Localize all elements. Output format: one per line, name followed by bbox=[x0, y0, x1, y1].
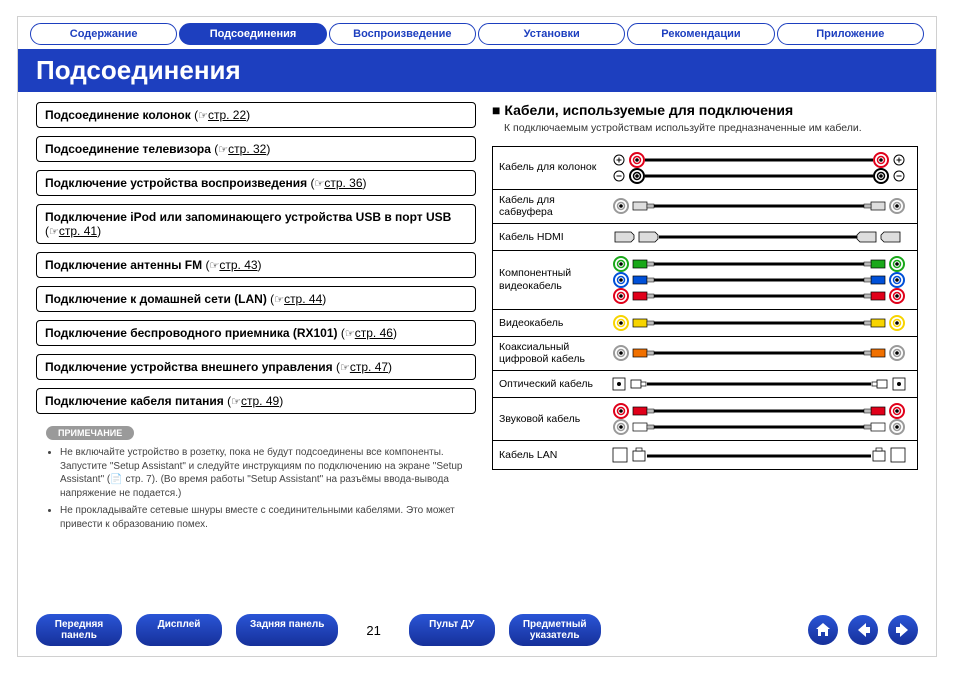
topic-link-7[interactable]: Подключение устройства внешнего управлен… bbox=[36, 354, 476, 380]
notes-list: Не включайте устройство в розетку, пока … bbox=[36, 446, 476, 531]
content-area: Подсоединение колонок (☞стр. 22) Подсоеди… bbox=[18, 92, 936, 535]
topic-link-4[interactable]: Подключение антенны FM (☞стр. 43) bbox=[36, 252, 476, 278]
top-tab-2[interactable]: Воспроизведение bbox=[329, 23, 476, 45]
cable-diagram bbox=[603, 309, 918, 336]
bottom-nav: Передняяпанель Дисплей Задняя панель 21 Пу… bbox=[18, 614, 936, 646]
home-button[interactable] bbox=[808, 615, 838, 645]
top-tab-5[interactable]: Приложение bbox=[777, 23, 924, 45]
cable-diagram bbox=[603, 189, 918, 223]
cable-label: Кабель для колонок bbox=[493, 146, 603, 189]
cables-subtext: К подключаемым устройствам используйте п… bbox=[504, 122, 918, 136]
top-tab-bar: СодержаниеПодсоединенияВоспроизведениеУс… bbox=[18, 17, 936, 45]
note-badge: ПРИМЕЧАНИЕ bbox=[46, 426, 134, 440]
forward-button[interactable] bbox=[888, 615, 918, 645]
nav-btn-left-0[interactable]: Передняяпанель bbox=[36, 614, 122, 646]
cable-row-coax: Коаксиальный цифровой кабель bbox=[493, 336, 918, 370]
cable-diagram bbox=[603, 250, 918, 309]
nav-btn-left-1[interactable]: Дисплей bbox=[136, 614, 222, 646]
cable-row-hdmi: Кабель HDMI bbox=[493, 223, 918, 250]
topic-link-6[interactable]: Подключение беспроводного приемника (RX1… bbox=[36, 320, 476, 346]
cable-label: Кабель HDMI bbox=[493, 223, 603, 250]
cable-row-video: Видеокабель bbox=[493, 309, 918, 336]
cable-label: Звуковой кабель bbox=[493, 398, 603, 441]
nav-btn-right-0[interactable]: Пульт ДУ bbox=[409, 614, 495, 646]
cable-label: Видеокабель bbox=[493, 309, 603, 336]
top-tab-3[interactable]: Установки bbox=[478, 23, 625, 45]
cable-row-speaker: Кабель для колонок bbox=[493, 146, 918, 189]
manual-page: СодержаниеПодсоединенияВоспроизведениеУс… bbox=[17, 16, 937, 657]
cable-diagram bbox=[603, 441, 918, 470]
cable-diagram bbox=[603, 371, 918, 398]
back-button[interactable] bbox=[848, 615, 878, 645]
cable-row-sub: Кабель для сабвуфера bbox=[493, 189, 918, 223]
page-number: 21 bbox=[366, 623, 380, 638]
cable-diagram bbox=[603, 398, 918, 441]
nav-btn-right-1[interactable]: Предметныйуказатель bbox=[509, 614, 601, 646]
topic-link-0[interactable]: Подсоединение колонок (☞стр. 22) bbox=[36, 102, 476, 128]
topics-column: Подсоединение колонок (☞стр. 22) Подсоеди… bbox=[36, 102, 476, 535]
note-item-0: Не включайте устройство в розетку, пока … bbox=[60, 446, 476, 500]
cable-label: Кабель LAN bbox=[493, 441, 603, 470]
topic-link-5[interactable]: Подключение к домашней сети (LAN) (☞стр.… bbox=[36, 286, 476, 312]
page-title: Подсоединения bbox=[18, 49, 936, 92]
cable-diagram bbox=[603, 223, 918, 250]
cable-label: Оптический кабель bbox=[493, 371, 603, 398]
topic-link-3[interactable]: Подключение iPod или запоминающего устро… bbox=[36, 204, 476, 244]
cable-diagram bbox=[603, 336, 918, 370]
cable-label: Коаксиальный цифровой кабель bbox=[493, 336, 603, 370]
topic-link-2[interactable]: Подключение устройства воспроизведения (… bbox=[36, 170, 476, 196]
topic-link-1[interactable]: Подсоединение телевизора (☞стр. 32) bbox=[36, 136, 476, 162]
cables-heading: ■ Кабели, используемые для подключения bbox=[492, 102, 918, 118]
cable-label: Кабель для сабвуфера bbox=[493, 189, 603, 223]
cable-row-component: Компонентный видеокабель bbox=[493, 250, 918, 309]
cable-row-optical: Оптический кабель bbox=[493, 371, 918, 398]
cable-table: Кабель для колонокКабель для сабвуфераКа… bbox=[492, 146, 918, 470]
cable-diagram bbox=[603, 146, 918, 189]
topic-link-8[interactable]: Подключение кабеля питания (☞стр. 49) bbox=[36, 388, 476, 414]
note-item-1: Не прокладывайте сетевые шнуры вместе с … bbox=[60, 504, 476, 531]
cable-row-audio: Звуковой кабель bbox=[493, 398, 918, 441]
cable-label: Компонентный видеокабель bbox=[493, 250, 603, 309]
top-tab-4[interactable]: Рекомендации bbox=[627, 23, 774, 45]
cable-row-lan: Кабель LAN bbox=[493, 441, 918, 470]
top-tab-1[interactable]: Подсоединения bbox=[179, 23, 326, 45]
nav-btn-left-2[interactable]: Задняя панель bbox=[236, 614, 338, 646]
top-tab-0[interactable]: Содержание bbox=[30, 23, 177, 45]
cables-column: ■ Кабели, используемые для подключения К… bbox=[492, 102, 918, 535]
